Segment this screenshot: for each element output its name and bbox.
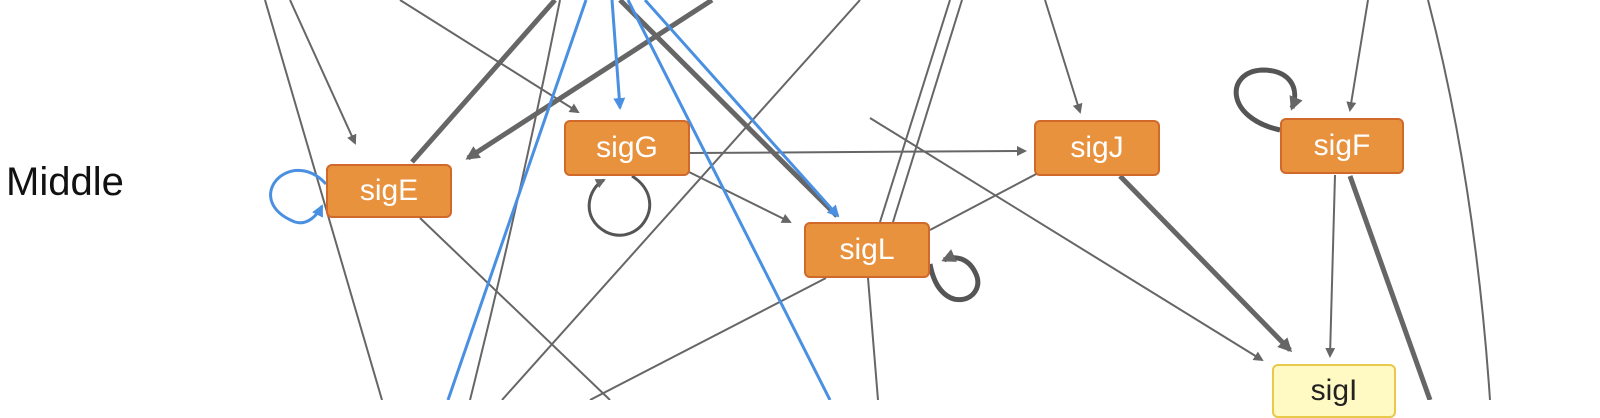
node-sigL[interactable]: sigL (804, 222, 930, 278)
sigF-self-loop (1233, 67, 1303, 133)
tier-label-middle: Middle (6, 160, 124, 204)
node-sigJ[interactable]: sigJ (1034, 120, 1160, 176)
node-sigI[interactable]: sigI (1272, 364, 1396, 418)
self-loops (269, 67, 1303, 302)
sigE-self-loop (269, 169, 328, 225)
sigG-self-loop (587, 174, 652, 237)
signal-graph-canvas (264, 0, 1491, 400)
node-sigE[interactable]: sigE (326, 164, 452, 218)
sigL-self-loop (927, 249, 981, 302)
node-sigF[interactable]: sigF (1280, 118, 1404, 174)
edges-thick (410, 0, 1433, 400)
node-sigG[interactable]: sigG (564, 120, 690, 176)
edges-blue (446, 0, 840, 400)
